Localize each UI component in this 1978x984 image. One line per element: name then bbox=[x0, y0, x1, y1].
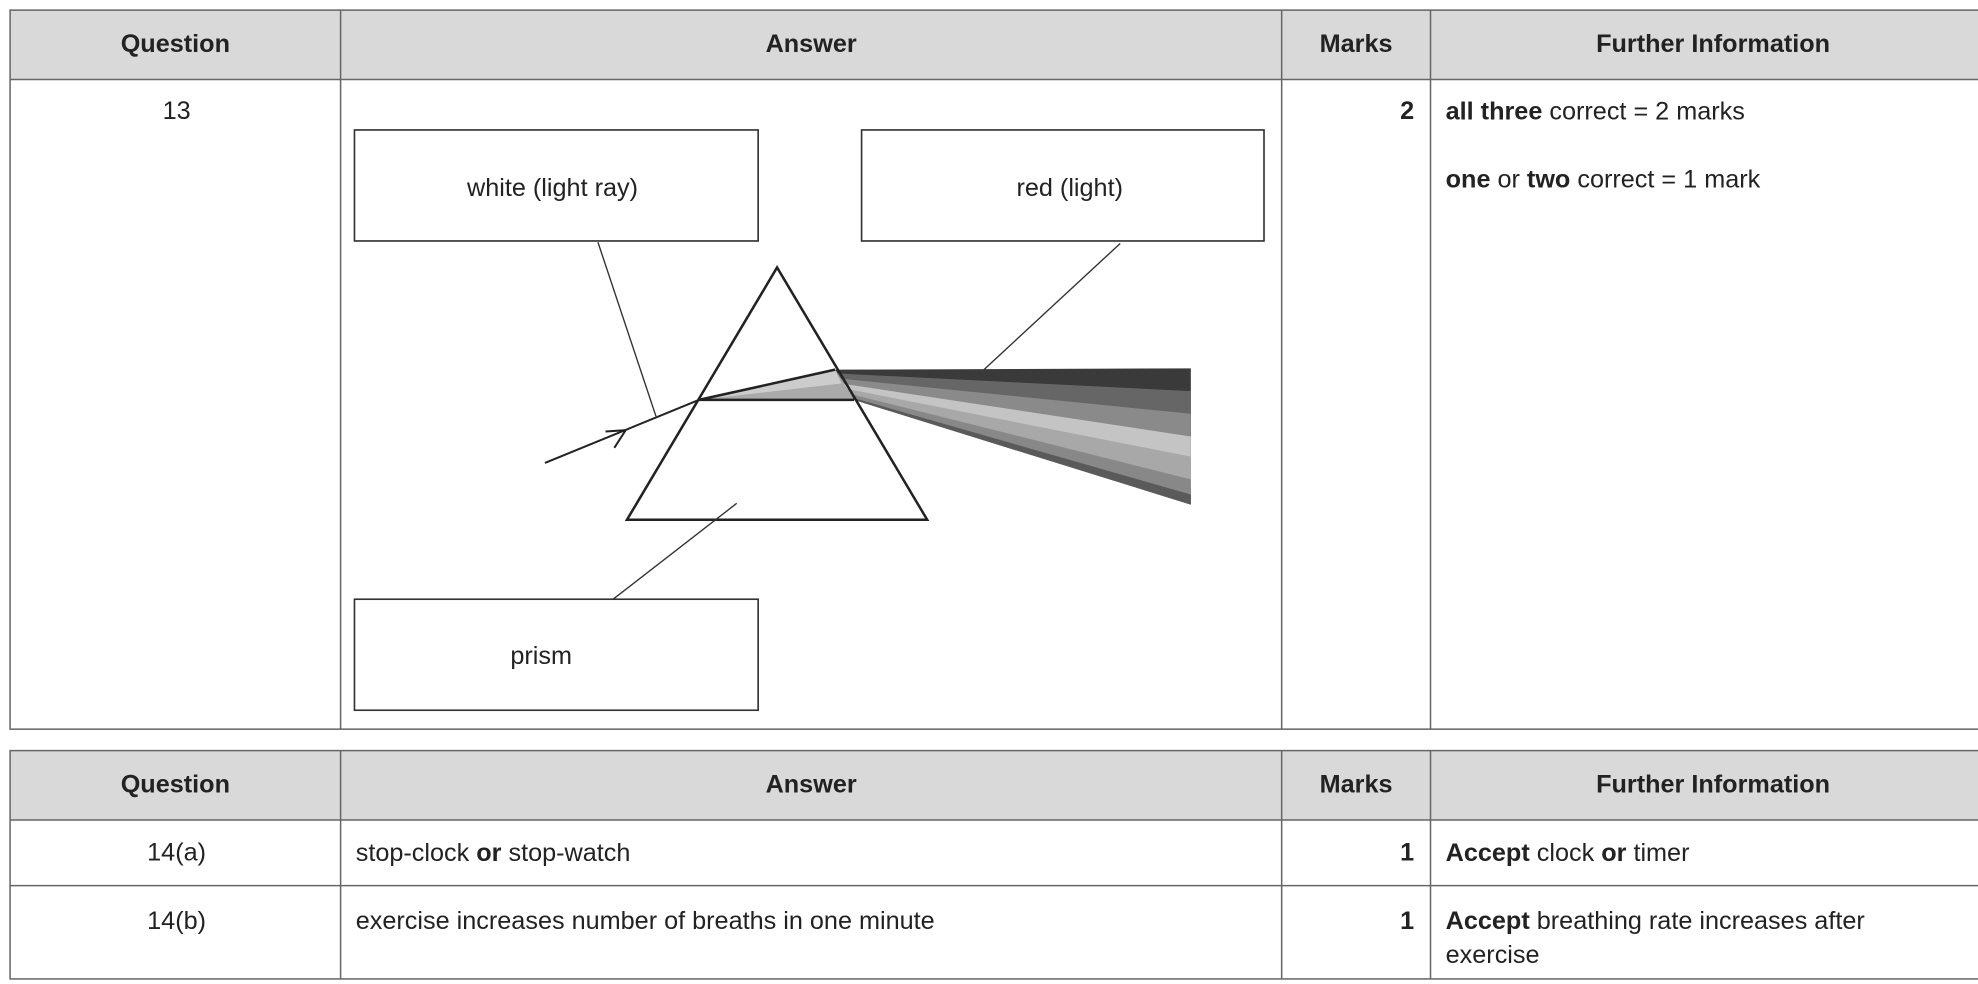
prism-diagram: white (light ray) red (light) prism bbox=[353, 129, 1265, 712]
text: correct = 2 marks bbox=[1542, 97, 1745, 125]
table-border bbox=[9, 9, 1978, 730]
bold-text: Accept bbox=[1446, 839, 1531, 867]
header-bg bbox=[10, 750, 1978, 820]
header: Marks bbox=[1320, 771, 1393, 799]
text: clock bbox=[1530, 839, 1601, 867]
marks: 1 bbox=[1400, 839, 1414, 867]
further-info: exercise bbox=[1446, 941, 1540, 969]
header: Answer bbox=[766, 30, 857, 58]
table-1: Question Answer Marks Further Informatio… bbox=[9, 9, 1978, 730]
bold-text: or bbox=[1601, 839, 1626, 867]
text: breathing rate increases after bbox=[1530, 907, 1865, 935]
text: timer bbox=[1626, 839, 1689, 867]
diagram-label: prism bbox=[510, 642, 572, 670]
spectrum-band bbox=[851, 397, 1191, 505]
further-info: Accept clock or timer bbox=[1446, 839, 1690, 867]
arrow-head bbox=[605, 429, 628, 449]
answer: stop-clock or stop-watch bbox=[356, 839, 631, 867]
diagram-label: white (light ray) bbox=[466, 174, 638, 202]
text: or bbox=[1490, 165, 1526, 193]
text: correct = 1 mark bbox=[1570, 165, 1760, 193]
bold-text: or bbox=[476, 839, 501, 867]
header: Question bbox=[121, 30, 230, 58]
leader-line bbox=[612, 502, 738, 600]
question: 14(a) bbox=[147, 839, 206, 867]
text: stop-clock bbox=[356, 839, 477, 867]
header: Answer bbox=[766, 771, 857, 799]
text: exercise increases number of breaths in … bbox=[356, 907, 935, 935]
label-box bbox=[353, 598, 759, 712]
label-box bbox=[860, 129, 1265, 242]
question: 14(b) bbox=[147, 907, 206, 935]
further-info: one or two correct = 1 mark bbox=[1446, 165, 1761, 193]
label-box bbox=[353, 129, 759, 242]
answer: exercise increases number of breaths in … bbox=[356, 907, 935, 935]
bold-text: Accept bbox=[1446, 907, 1531, 935]
header: Further Information bbox=[1596, 771, 1830, 799]
leader-line bbox=[983, 242, 1121, 371]
header: Question bbox=[121, 771, 230, 799]
header: Further Information bbox=[1596, 30, 1830, 58]
beam-edge bbox=[698, 368, 836, 402]
bold-text: one bbox=[1446, 165, 1491, 193]
incident-ray bbox=[544, 398, 700, 464]
question: 13 bbox=[163, 97, 191, 125]
further-info: Accept breathing rate increases after bbox=[1446, 907, 1865, 935]
marks: 2 bbox=[1400, 97, 1414, 125]
text: exercise bbox=[1446, 941, 1540, 969]
table-2: Question Answer Marks Further Informatio… bbox=[9, 749, 1978, 980]
bold-text: all three bbox=[1446, 97, 1543, 125]
leader-line bbox=[597, 242, 657, 417]
prism bbox=[624, 264, 930, 522]
marks: 1 bbox=[1400, 907, 1414, 935]
text: stop-watch bbox=[501, 839, 630, 867]
further-info: all three correct = 2 marks bbox=[1446, 97, 1745, 125]
bold-text: two bbox=[1527, 165, 1570, 193]
table-border bbox=[9, 749, 1978, 980]
diagram-label: red (light) bbox=[1016, 174, 1123, 202]
header-bg bbox=[10, 10, 1978, 80]
header: Marks bbox=[1320, 30, 1393, 58]
